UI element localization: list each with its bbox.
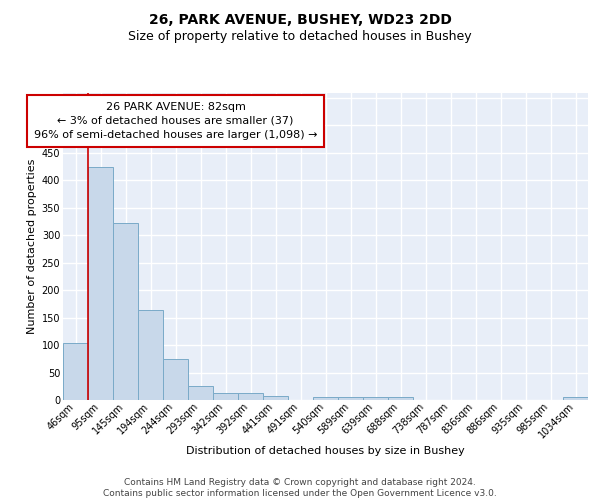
- Text: 26 PARK AVENUE: 82sqm
← 3% of detached houses are smaller (37)
96% of semi-detac: 26 PARK AVENUE: 82sqm ← 3% of detached h…: [34, 102, 317, 140]
- Bar: [163, 359, 188, 400]
- Text: 26, PARK AVENUE, BUSHEY, WD23 2DD: 26, PARK AVENUE, BUSHEY, WD23 2DD: [149, 12, 451, 26]
- Bar: [188, 386, 213, 400]
- X-axis label: Distribution of detached houses by size in Bushey: Distribution of detached houses by size …: [186, 446, 465, 456]
- Text: Size of property relative to detached houses in Bushey: Size of property relative to detached ho…: [128, 30, 472, 43]
- Bar: [138, 310, 163, 400]
- Bar: [238, 393, 263, 400]
- Bar: [263, 396, 288, 400]
- Text: Contains HM Land Registry data © Crown copyright and database right 2024.
Contai: Contains HM Land Registry data © Crown c…: [103, 478, 497, 498]
- Y-axis label: Number of detached properties: Number of detached properties: [28, 158, 37, 334]
- Bar: [113, 223, 138, 400]
- Bar: [563, 398, 588, 400]
- Bar: [63, 344, 88, 400]
- Bar: [88, 166, 113, 400]
- Bar: [338, 398, 363, 400]
- Bar: [213, 394, 238, 400]
- Bar: [363, 396, 388, 400]
- Bar: [388, 396, 413, 400]
- Bar: [313, 396, 338, 400]
